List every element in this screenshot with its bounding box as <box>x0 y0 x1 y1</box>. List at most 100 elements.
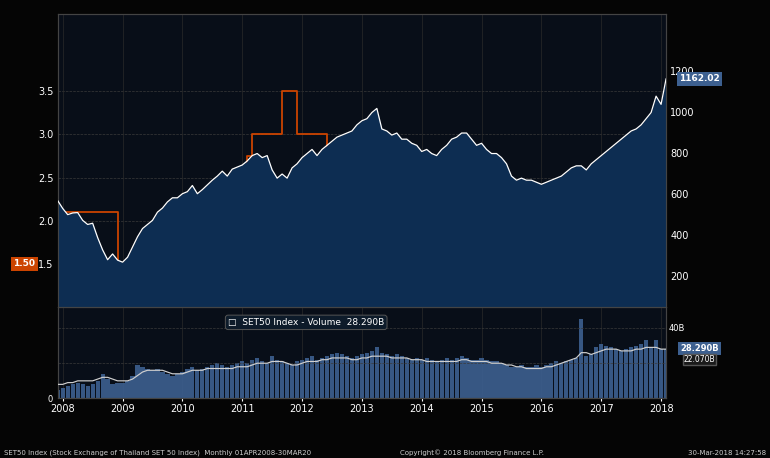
Bar <box>380 353 384 398</box>
Bar <box>614 349 618 398</box>
Bar <box>440 360 444 398</box>
Bar <box>146 369 149 398</box>
Bar <box>519 365 524 398</box>
Bar <box>544 365 548 398</box>
Bar <box>594 347 598 398</box>
Bar <box>285 363 290 398</box>
Bar <box>196 370 199 398</box>
Bar <box>116 382 119 398</box>
Bar <box>554 361 558 398</box>
Bar <box>629 347 633 398</box>
Bar <box>514 367 518 398</box>
Bar <box>450 360 454 398</box>
Bar <box>61 388 65 398</box>
Bar <box>589 354 594 398</box>
Text: 22.070B: 22.070B <box>684 355 715 364</box>
Bar <box>345 356 349 398</box>
Text: 28.290B: 28.290B <box>680 344 719 353</box>
Bar <box>160 372 165 398</box>
Bar <box>176 374 179 398</box>
Bar <box>619 351 623 398</box>
Bar <box>484 360 489 398</box>
Bar <box>579 319 584 398</box>
Bar <box>529 367 534 398</box>
Bar <box>200 369 205 398</box>
Bar <box>534 365 538 398</box>
Bar <box>644 340 648 398</box>
Bar <box>315 360 319 398</box>
Bar <box>110 384 115 398</box>
Bar <box>420 360 424 398</box>
Legend: SET50 Index   (R1)       1162.02, BTRR1DAY Index  (L1)       1.50: SET50 Index (R1) 1162.02, BTRR1DAY Index… <box>307 243 490 296</box>
Bar <box>510 367 514 398</box>
Bar <box>120 382 125 398</box>
Bar <box>414 358 419 398</box>
Bar <box>240 361 244 398</box>
Bar <box>340 354 344 398</box>
Bar <box>320 358 324 398</box>
Bar <box>245 363 249 398</box>
Bar <box>81 384 85 398</box>
Bar <box>390 356 394 398</box>
Bar <box>130 376 135 398</box>
Bar <box>270 356 274 398</box>
Text: □  SET50 Index - Volume  28.290B: □ SET50 Index - Volume 28.290B <box>228 318 384 327</box>
Bar <box>140 367 145 398</box>
Text: 30-Mar-2018 14:27:58: 30-Mar-2018 14:27:58 <box>688 450 766 456</box>
Text: 1162.02: 1162.02 <box>679 74 720 83</box>
Bar <box>634 346 638 398</box>
Bar <box>494 361 499 398</box>
Bar <box>395 354 399 398</box>
Bar <box>490 361 494 398</box>
Bar <box>584 356 588 398</box>
Bar <box>474 360 479 398</box>
Bar <box>186 369 189 398</box>
Bar <box>305 358 310 398</box>
Bar <box>250 360 254 398</box>
Bar <box>230 365 234 398</box>
Bar <box>105 379 110 398</box>
Bar <box>55 390 60 398</box>
Text: SET50 Index (Stock Exchange of Thailand SET 50 Index)  Monthly 01APR2008-30MAR20: SET50 Index (Stock Exchange of Thailand … <box>4 449 311 456</box>
Bar <box>220 365 224 398</box>
Bar <box>664 349 668 398</box>
Bar <box>275 360 280 398</box>
Bar <box>295 361 300 398</box>
Bar <box>564 361 568 398</box>
Bar <box>405 358 409 398</box>
Bar <box>410 360 414 398</box>
Bar <box>75 382 80 398</box>
Bar <box>335 353 339 398</box>
Bar <box>454 358 459 398</box>
Bar <box>225 367 229 398</box>
Bar <box>424 358 429 398</box>
Bar <box>355 356 359 398</box>
Bar <box>609 347 614 398</box>
Bar <box>85 386 90 398</box>
Bar <box>569 360 574 398</box>
Bar <box>400 356 404 398</box>
Bar <box>166 374 169 398</box>
Bar <box>150 370 155 398</box>
Bar <box>210 365 214 398</box>
Bar <box>375 347 379 398</box>
Bar <box>330 354 334 398</box>
Bar <box>370 351 374 398</box>
Bar <box>260 361 264 398</box>
Bar <box>71 384 75 398</box>
Bar <box>365 353 369 398</box>
Bar <box>480 358 484 398</box>
Bar <box>310 356 314 398</box>
Bar <box>215 363 219 398</box>
Bar <box>265 363 270 398</box>
Bar <box>300 360 304 398</box>
Bar <box>255 358 259 398</box>
Bar <box>101 374 105 398</box>
Bar <box>659 349 663 398</box>
Bar <box>504 365 509 398</box>
Bar <box>180 372 185 398</box>
Bar <box>654 340 658 398</box>
Bar <box>460 356 464 398</box>
Text: 1.50: 1.50 <box>13 259 35 268</box>
Bar <box>434 361 439 398</box>
